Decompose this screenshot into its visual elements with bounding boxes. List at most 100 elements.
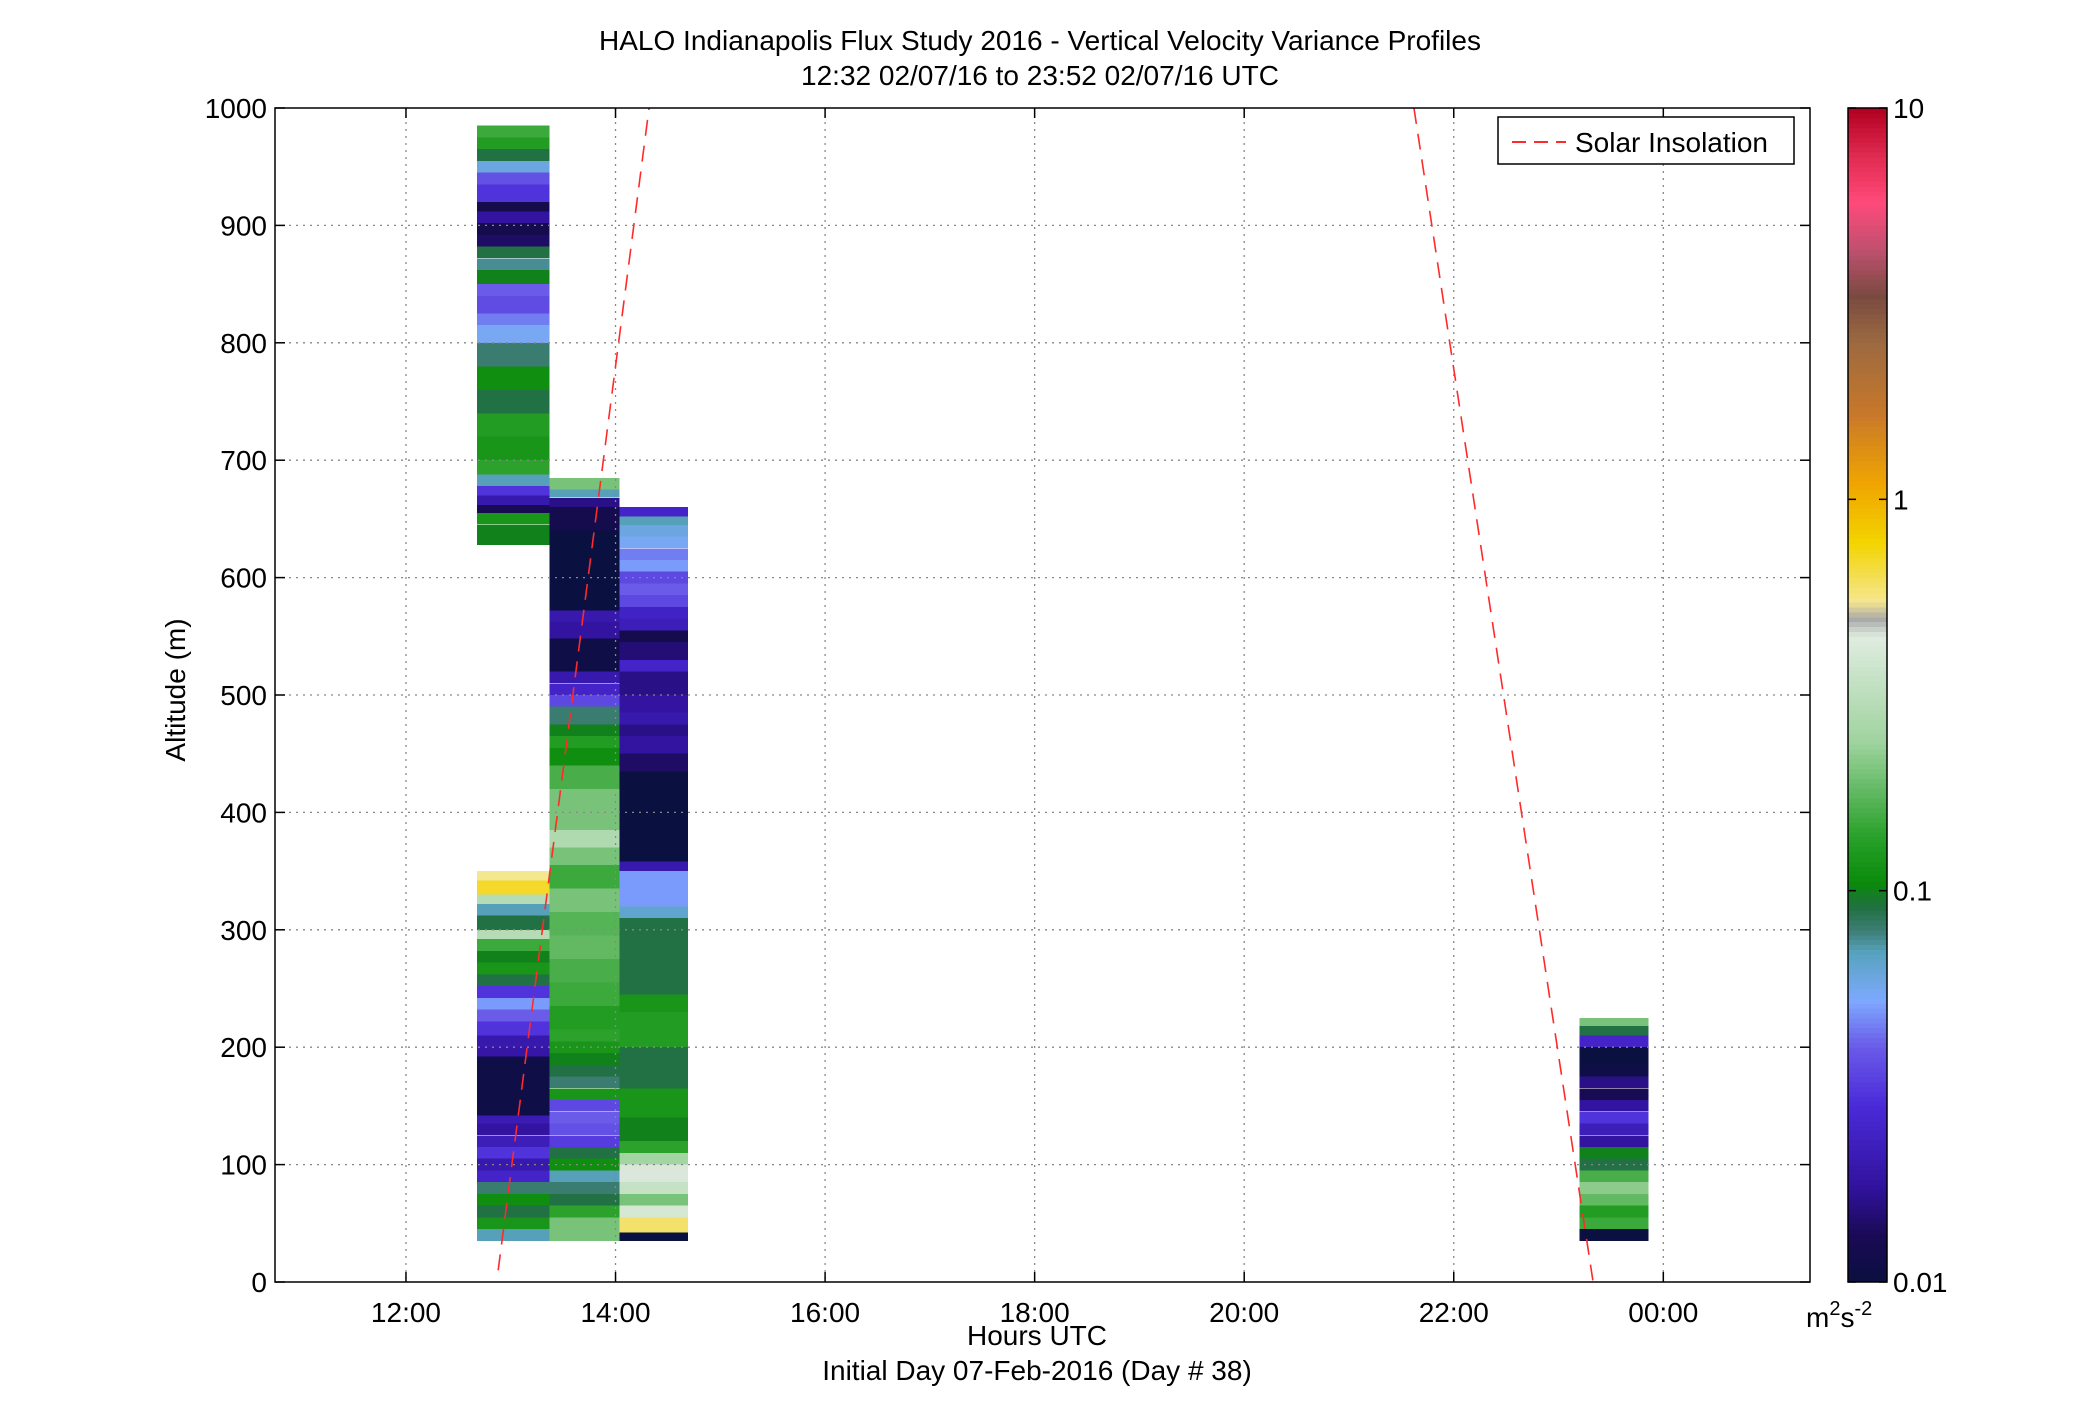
colorbar-band <box>1848 900 1887 906</box>
colorbar-band <box>1848 1262 1887 1268</box>
variance-cell <box>619 1047 688 1089</box>
colorbar-band <box>1848 890 1887 897</box>
colorbar-band <box>1848 861 1887 867</box>
variance-cell <box>619 607 688 619</box>
colorbar-band <box>1848 215 1887 222</box>
variance-cell <box>1579 1111 1649 1124</box>
colorbar-band <box>1848 1247 1887 1254</box>
colorbar-band <box>1848 396 1887 403</box>
variance-cell <box>1579 1182 1649 1194</box>
variance-cell <box>619 918 688 995</box>
colorbar-band <box>1848 1120 1887 1127</box>
colorbar-band <box>1848 440 1887 447</box>
colorbar-band <box>1848 851 1887 858</box>
colorbar-band <box>1848 1032 1887 1039</box>
colorbar-band <box>1848 577 1887 584</box>
variance-cell <box>549 1029 620 1042</box>
colorbar-band <box>1848 827 1887 833</box>
variance-cell <box>477 149 550 161</box>
colorbar-band <box>1848 562 1887 569</box>
variance-cell <box>549 489 620 498</box>
colorbar-band <box>1848 264 1887 271</box>
variance-cell <box>1579 1017 1649 1026</box>
colorbar-band <box>1848 1105 1887 1112</box>
variance-cell <box>549 1147 620 1159</box>
colorbar-band <box>1848 675 1887 681</box>
colorbar-band <box>1848 792 1887 799</box>
colorbar-band <box>1848 533 1887 540</box>
variance-cell <box>1579 1170 1649 1183</box>
colorbar-band <box>1848 518 1887 525</box>
colorbar-band <box>1848 641 1887 647</box>
variance-cell <box>619 1194 688 1206</box>
variance-cell <box>477 929 550 940</box>
variance-cell <box>477 1009 550 1022</box>
colorbar-band <box>1848 709 1887 716</box>
colorbar-band <box>1848 391 1887 398</box>
colorbar-band <box>1848 699 1887 706</box>
profile-column <box>477 125 550 1241</box>
variance-cell <box>1579 1147 1649 1159</box>
colorbar-band <box>1848 430 1887 437</box>
variance-cell <box>619 712 688 725</box>
colorbar-band <box>1848 1252 1887 1259</box>
colorbar-band <box>1848 152 1887 158</box>
variance-cell <box>477 160 550 173</box>
variance-cell <box>477 904 550 916</box>
colorbar-band <box>1848 924 1887 931</box>
colorbar-band <box>1848 1096 1887 1102</box>
colorbar-band <box>1848 381 1887 388</box>
colorbar-band <box>1848 553 1887 559</box>
colorbar-band <box>1848 778 1887 784</box>
colorbar-band <box>1848 259 1887 266</box>
colorbar-unit-s: s <box>1840 1302 1854 1333</box>
colorbar-band <box>1848 866 1887 872</box>
colorbar-band <box>1848 1130 1887 1136</box>
colorbar-band <box>1848 230 1887 236</box>
variance-cell <box>477 939 550 951</box>
colorbar-band <box>1848 841 1887 848</box>
variance-cell <box>619 1141 688 1153</box>
variance-cell <box>477 125 550 138</box>
variance-cell <box>477 436 550 461</box>
colorbar-band <box>1848 558 1887 564</box>
variance-cell <box>1579 1064 1649 1077</box>
colorbar-band <box>1848 753 1887 760</box>
colorbar-tick-label: 10 <box>1893 93 1924 124</box>
colorbar-band <box>1848 660 1887 667</box>
colorbar-band <box>1848 1277 1887 1283</box>
colorbar-band <box>1848 181 1887 187</box>
colorbar-band <box>1848 1003 1887 1009</box>
variance-cell <box>619 1205 688 1218</box>
solar-insolation-line <box>497 107 650 1271</box>
colorbar-band <box>1848 205 1887 212</box>
x-tick-label: 22:00 <box>1419 1297 1489 1328</box>
variance-cell <box>549 497 620 508</box>
colorbar-band <box>1848 807 1887 813</box>
variance-cell <box>549 1100 620 1112</box>
variance-cell <box>477 342 550 367</box>
variance-cell <box>619 1088 688 1118</box>
variance-cell <box>549 1006 620 1030</box>
colorbar-band <box>1848 191 1887 197</box>
variance-cell <box>549 1076 620 1089</box>
variance-cell <box>477 201 550 212</box>
variance-cell <box>619 1232 688 1241</box>
colorbar-band <box>1848 337 1887 344</box>
colorbar-band <box>1848 1086 1887 1092</box>
colorbar-band <box>1848 112 1887 119</box>
colorbar-band <box>1848 636 1887 642</box>
variance-cell <box>619 861 688 872</box>
y-tick-label: 600 <box>220 563 267 594</box>
colorbar-band <box>1848 758 1887 765</box>
colorbar-band <box>1848 523 1887 530</box>
colorbar-band <box>1848 695 1887 701</box>
colorbar-band <box>1848 499 1887 505</box>
colorbar-band <box>1848 1091 1887 1097</box>
colorbar-band <box>1848 670 1887 677</box>
colorbar-band <box>1848 328 1887 334</box>
colorbar-band <box>1848 885 1887 892</box>
colorbar-band <box>1848 1066 1887 1073</box>
y-tick-label: 500 <box>220 680 267 711</box>
